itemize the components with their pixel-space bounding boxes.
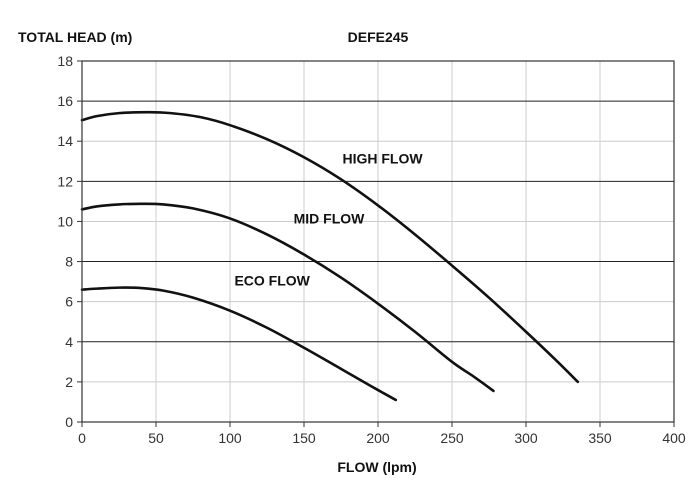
x-tick-label: 250: [440, 430, 464, 446]
x-tick-label: 100: [218, 430, 242, 446]
x-tick-label: 0: [78, 430, 86, 446]
curve-label-high-flow: HIGH FLOW: [342, 150, 423, 166]
curve-label-mid-flow: MID FLOW: [294, 210, 366, 226]
curve-label-eco-flow: ECO FLOW: [234, 273, 310, 289]
y-tick-label: 18: [57, 53, 73, 69]
x-tick-label: 150: [292, 430, 316, 446]
x-axis-ticks: 0 50 100 150 200 250 300 350 400: [78, 422, 686, 446]
major-gridlines: [82, 100, 674, 343]
x-tick-label: 50: [148, 430, 164, 446]
x-axis-title: FLOW (lpm): [337, 459, 416, 475]
series-line-high-flow: [80, 110, 580, 384]
y-tick-label: 8: [65, 254, 73, 270]
x-tick-label: 200: [366, 430, 390, 446]
y-tick-label: 0: [65, 414, 73, 430]
y-tick-label: 6: [65, 294, 73, 310]
y-tick-label: 16: [57, 93, 73, 109]
x-tick-label: 350: [588, 430, 612, 446]
y-tick-label: 10: [57, 213, 73, 229]
y-tick-label: 12: [57, 173, 73, 189]
chart-title: DEFE245: [348, 29, 409, 45]
y-tick-label: 14: [57, 133, 73, 149]
plot-frame: [81, 60, 675, 423]
y-axis-ticks: 0 2 4 6 8 10 12 14 16 18: [57, 53, 82, 430]
y-tick-label: 4: [65, 334, 73, 350]
x-tick-label: 400: [662, 430, 686, 446]
series-line-eco-flow: [80, 286, 398, 402]
curve-labels: HIGH FLOW MID FLOW ECO FLOW: [234, 150, 423, 288]
y-tick-label: 2: [65, 374, 73, 390]
series-line-mid-flow: [80, 202, 495, 393]
minor-gridlines: [82, 61, 674, 422]
series-curves: [80, 110, 580, 402]
y-axis-title: TOTAL HEAD (m): [18, 29, 132, 45]
x-tick-label: 300: [514, 430, 538, 446]
